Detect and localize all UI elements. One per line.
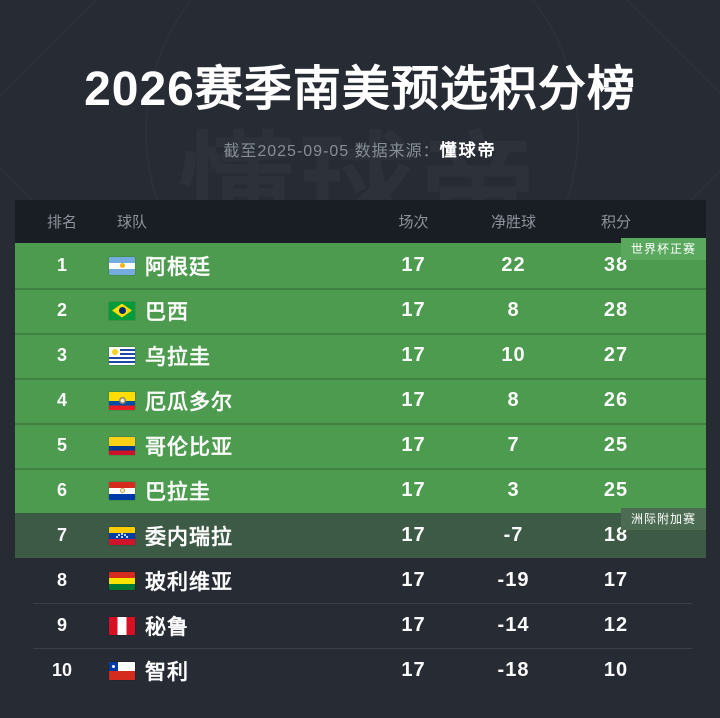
column-header-points: 积分 <box>600 214 631 231</box>
team-name: 秘鲁 <box>145 615 189 639</box>
goal-diff-cell: 8 <box>507 389 520 411</box>
points-cell: 26 <box>603 389 629 411</box>
goal-diff-cell: 3 <box>507 479 520 501</box>
table-row: 洲际附加赛 7 委内瑞拉 17 -7 18 <box>15 508 706 558</box>
goal-diff-cell: -19 <box>497 569 530 591</box>
venezuela-flag-icon <box>109 526 135 545</box>
matches-cell: 17 <box>401 479 426 501</box>
playoff-badge: 洲际附加赛 <box>620 508 706 530</box>
bolivia-flag-icon <box>109 571 135 590</box>
standings-table: 排名 球队 场次 净胜球 积分 世界杯正赛 1 阿根廷 17 22 38 2 巴… <box>15 200 706 693</box>
rank-cell: 3 <box>56 345 67 365</box>
page-subtitle: 截至2025-09-05 数据来源：懂球帝 <box>0 136 720 161</box>
table-row: 8 玻利维亚 17 -19 17 <box>15 558 706 603</box>
argentina-flag-icon <box>109 256 135 275</box>
column-header-team: 球队 <box>117 214 148 231</box>
table-row: 6 巴拉圭 17 3 25 <box>15 468 706 513</box>
rank-cell: 6 <box>56 480 67 500</box>
matches-cell: 17 <box>401 659 426 681</box>
world-cup-badge: 世界杯正赛 <box>620 238 706 260</box>
subtitle-prefix: 截至2025-09-05 数据来源： <box>223 143 440 160</box>
matches-cell: 17 <box>401 614 426 636</box>
table-row: 5 哥伦比亚 17 7 25 <box>15 423 706 468</box>
team-name: 巴拉圭 <box>145 480 211 504</box>
team-name: 乌拉圭 <box>145 345 211 369</box>
page-title: 2026赛季南美预选积分榜 <box>84 63 636 116</box>
goal-diff-cell: 8 <box>507 299 520 321</box>
points-cell: 25 <box>603 479 629 501</box>
goal-diff-cell: -18 <box>497 659 530 681</box>
points-cell: 17 <box>603 569 629 591</box>
goal-diff-cell: -7 <box>503 524 524 546</box>
points-cell: 28 <box>603 299 629 321</box>
paraguay-flag-icon <box>109 481 135 500</box>
table-header: 排名 球队 场次 净胜球 积分 <box>15 200 706 243</box>
column-header-rank: 排名 <box>46 214 77 231</box>
table-row: 3 乌拉圭 17 10 27 <box>15 333 706 378</box>
team-name: 厄瓜多尔 <box>145 390 233 414</box>
goal-diff-cell: 7 <box>507 434 520 456</box>
team-name: 玻利维亚 <box>145 570 233 594</box>
table-row: 9 秘鲁 17 -14 12 <box>15 603 706 648</box>
goal-diff-cell: 10 <box>501 344 526 366</box>
rank-cell: 9 <box>56 615 67 635</box>
source-name: 懂球帝 <box>439 141 497 160</box>
points-cell: 25 <box>603 434 629 456</box>
goal-diff-cell: 22 <box>501 254 526 276</box>
rank-cell: 2 <box>56 300 67 320</box>
matches-cell: 17 <box>401 524 426 546</box>
team-name: 巴西 <box>145 300 189 324</box>
points-cell: 27 <box>603 344 629 366</box>
rank-cell: 7 <box>56 525 67 545</box>
matches-cell: 17 <box>401 389 426 411</box>
rank-cell: 8 <box>56 570 67 590</box>
brazil-flag-icon <box>109 301 135 320</box>
colombia-flag-icon <box>109 436 135 455</box>
points-cell: 12 <box>603 614 629 636</box>
table-row: 4 厄瓜多尔 17 8 26 <box>15 378 706 423</box>
team-name: 智利 <box>145 660 189 684</box>
rank-cell: 4 <box>56 390 67 410</box>
team-name: 委内瑞拉 <box>145 525 233 549</box>
rank-cell: 5 <box>56 435 67 455</box>
matches-cell: 17 <box>401 344 426 366</box>
peru-flag-icon <box>109 616 135 635</box>
matches-cell: 17 <box>401 569 426 591</box>
rank-cell: 1 <box>56 255 67 275</box>
column-header-matches: 场次 <box>398 214 429 231</box>
uruguay-flag-icon <box>109 346 135 365</box>
points-cell: 10 <box>603 659 629 681</box>
chile-flag-icon <box>109 661 135 680</box>
rank-cell: 10 <box>51 660 73 680</box>
goal-diff-cell: -14 <box>497 614 530 636</box>
team-name: 哥伦比亚 <box>145 435 233 459</box>
column-header-goal-diff: 净胜球 <box>490 214 536 231</box>
table-row: 2 巴西 17 8 28 <box>15 288 706 333</box>
table-row: 10 智利 17 -18 10 <box>15 648 706 693</box>
matches-cell: 17 <box>401 434 426 456</box>
ecuador-flag-icon <box>109 391 135 410</box>
matches-cell: 17 <box>401 299 426 321</box>
team-name: 阿根廷 <box>145 255 211 279</box>
matches-cell: 17 <box>401 254 426 276</box>
table-row: 世界杯正赛 1 阿根廷 17 22 38 <box>15 238 706 288</box>
